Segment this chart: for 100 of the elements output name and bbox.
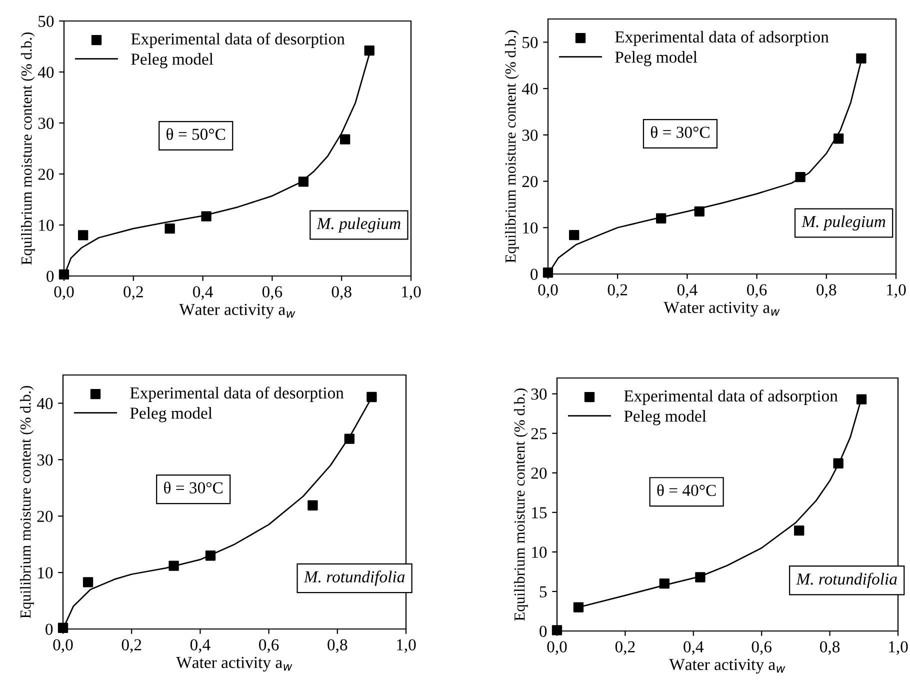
- annotation: θ = 30°C: [650, 126, 710, 138]
- annotation: M. rotundifolia: [304, 570, 405, 586]
- point: [794, 526, 804, 536]
- point: [366, 392, 377, 402]
- x-axis-title: Water activity a$_{w}$: [176, 656, 292, 672]
- x-tick-label: 1,0: [889, 641, 908, 655]
- y-tick-label: 40: [522, 83, 538, 94]
- x-tick-label: 0,8: [820, 641, 840, 655]
- x-tick-label: 0,0: [538, 284, 558, 298]
- point: [856, 53, 866, 64]
- x-axis-title: Water activity a$_{w}$: [179, 304, 296, 319]
- x-tick-label: 0,2: [124, 286, 143, 300]
- y-axis-title: Equilibrium moisture content (% d.b.): [504, 30, 519, 263]
- y-tick-label: 30: [522, 130, 538, 141]
- y-tick-label: 30: [37, 454, 53, 466]
- point: [659, 578, 670, 589]
- legend-label: Experimental data of desorption: [131, 32, 345, 48]
- y-tick-label: 40: [36, 398, 53, 410]
- point: [833, 458, 844, 468]
- x-tick-label: 0,4: [677, 284, 698, 298]
- point: [205, 550, 216, 561]
- point: [58, 622, 68, 633]
- y-axis-title: Equilibrium moisture content (% d.b.): [514, 388, 528, 621]
- y-tick-label: 40: [38, 66, 54, 78]
- x-tick-label: 1,0: [887, 284, 906, 298]
- annotation: θ = 40°C: [657, 484, 716, 496]
- point: [656, 213, 666, 224]
- point: [695, 572, 706, 582]
- x-tick-label: 0,6: [752, 641, 772, 655]
- x-tick-label: 0,2: [608, 284, 628, 298]
- legend-label: Experimental data of adsorption: [615, 30, 829, 46]
- x-tick-label: 0,2: [122, 639, 142, 653]
- point: [201, 211, 212, 222]
- y-tick-label: 10: [39, 220, 54, 231]
- annotation: M. rotundifolia: [796, 572, 897, 588]
- y-tick-label: 0: [46, 270, 54, 282]
- y-tick-label: 30: [531, 388, 547, 400]
- x-tick-label: 0,0: [547, 641, 567, 655]
- y-tick-label: 15: [532, 507, 547, 518]
- point: [856, 394, 867, 404]
- point: [569, 230, 580, 240]
- y-axis-title: Equilibrium moisture content (% d.b.): [20, 386, 34, 618]
- y-tick-label: 20: [531, 468, 547, 479]
- point: [364, 45, 374, 56]
- y-tick-label: 20: [522, 176, 538, 188]
- point: [82, 577, 94, 588]
- x-tick-label: 1,0: [397, 639, 416, 653]
- point: [78, 230, 88, 240]
- x-tick-label: 0,8: [328, 639, 348, 653]
- point: [168, 560, 179, 571]
- point: [833, 134, 844, 144]
- y-tick-label: 10: [532, 546, 547, 558]
- point: [340, 134, 350, 144]
- legend-label: Peleg model: [130, 407, 212, 422]
- x-tick-label: 0,6: [262, 286, 282, 300]
- annotation: M. pulegium: [801, 215, 886, 231]
- point: [164, 223, 175, 234]
- x-tick-label: 0,6: [747, 284, 767, 298]
- point: [694, 206, 704, 216]
- point: [308, 500, 318, 510]
- point: [542, 268, 554, 278]
- y-axis-title: Equilibrium moisture content (% d.b.): [20, 32, 35, 265]
- x-tick-label: 1,0: [402, 286, 421, 300]
- y-tick-label: 30: [38, 118, 54, 129]
- y-tick-label: 20: [38, 168, 54, 180]
- x-tick-label: 0,0: [54, 286, 74, 300]
- x-tick-label: 0,4: [190, 639, 210, 653]
- point: [298, 176, 309, 187]
- annotation: θ = 30°C: [164, 482, 223, 494]
- legend-label: Experimental data of adsorption: [624, 390, 838, 405]
- legend-label: Peleg model: [615, 51, 698, 66]
- x-tick-label: 0,8: [332, 286, 352, 300]
- legend-label: Peleg model: [131, 53, 214, 68]
- x-tick-label: 0,8: [816, 284, 836, 298]
- annotation: M. pulegium: [316, 217, 400, 233]
- y-tick-label: 20: [37, 510, 53, 522]
- y-tick-label: 50: [38, 16, 54, 27]
- legend-label: Peleg model: [624, 410, 706, 426]
- y-tick-label: 10: [523, 222, 538, 234]
- point: [552, 625, 562, 636]
- y-tick-label: 5: [540, 586, 547, 598]
- point: [344, 434, 354, 444]
- x-tick-label: 0,4: [684, 641, 704, 655]
- x-tick-label: 0,4: [193, 286, 213, 300]
- x-axis-title: Water activity a$_{w}$: [664, 302, 780, 317]
- y-tick-label: 0: [540, 626, 547, 637]
- y-tick-label: 25: [531, 428, 547, 440]
- x-tick-label: 0,6: [259, 639, 279, 653]
- y-tick-label: 10: [38, 567, 53, 578]
- x-tick-label: 0,0: [53, 639, 73, 653]
- y-tick-label: 0: [46, 624, 53, 635]
- point: [58, 269, 70, 280]
- point: [573, 602, 584, 612]
- y-tick-label: 0: [530, 268, 538, 280]
- x-tick-label: 0,2: [615, 641, 635, 655]
- x-axis-title: Water activity a$_{w}$: [669, 658, 786, 674]
- point: [795, 172, 806, 182]
- legend-label: Experimental data of desorption: [130, 386, 344, 402]
- y-tick-label: 50: [522, 36, 538, 48]
- annotation: θ = 50°C: [166, 128, 226, 140]
